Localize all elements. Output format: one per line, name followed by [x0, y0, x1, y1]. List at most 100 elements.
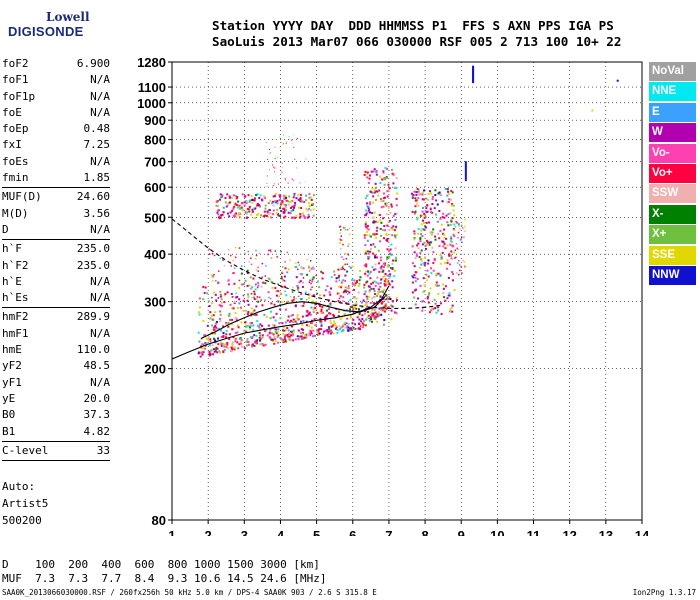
echo-point	[274, 167, 276, 169]
echo-point	[343, 268, 346, 271]
echo-point	[291, 143, 293, 145]
echo-point	[287, 329, 290, 332]
echo-point	[344, 280, 347, 282]
echo-point	[438, 273, 441, 276]
echo-point	[273, 335, 276, 338]
param-row: fmin 1.85	[2, 170, 110, 186]
echo-point	[347, 302, 350, 305]
echo-point	[251, 201, 254, 204]
echo-point	[472, 73, 475, 76]
echo-point	[238, 212, 241, 215]
echo-point	[217, 209, 220, 212]
echo-point	[232, 207, 235, 210]
echo-point	[234, 316, 237, 319]
echo-point	[230, 196, 233, 199]
echo-point	[425, 197, 428, 200]
echo-point	[472, 81, 475, 84]
echo-point	[208, 354, 211, 357]
echo-point	[429, 192, 432, 195]
echo-point	[280, 275, 283, 278]
echo-point	[320, 324, 323, 327]
echo-point	[250, 257, 252, 259]
echo-point	[342, 300, 344, 302]
param-value: N/A	[90, 222, 110, 236]
echo-point	[213, 339, 216, 342]
echo-point	[411, 262, 414, 265]
echo-point	[234, 338, 237, 341]
echo-point	[345, 257, 348, 260]
echo-point	[240, 342, 243, 345]
x-tick-label: 11	[527, 528, 541, 536]
echo-point	[253, 217, 256, 220]
echo-point	[391, 305, 394, 308]
echo-point	[368, 316, 371, 319]
echo-point	[419, 284, 422, 287]
echo-point	[383, 282, 386, 285]
echo-point	[365, 300, 368, 303]
echo-point	[385, 213, 388, 216]
echo-point	[360, 301, 363, 304]
echo-point	[268, 209, 271, 212]
echo-point	[417, 193, 420, 196]
echo-point	[206, 324, 209, 327]
echo-point	[253, 197, 256, 200]
echo-point	[311, 286, 313, 288]
echo-point	[373, 308, 376, 311]
echo-point	[429, 211, 432, 214]
echo-point	[289, 212, 292, 215]
echo-point	[439, 229, 442, 232]
echo-point	[218, 217, 221, 220]
echo-point	[377, 282, 380, 285]
echo-point	[256, 204, 259, 207]
echo-point	[268, 296, 270, 299]
echo-point	[247, 295, 250, 298]
echo-point	[330, 325, 333, 328]
echo-point	[272, 209, 275, 212]
echo-point	[272, 166, 274, 168]
echo-point	[444, 247, 447, 250]
echo-point	[420, 249, 423, 252]
echo-point	[299, 331, 302, 334]
echo-point	[386, 238, 389, 241]
echo-point	[424, 225, 427, 228]
legend-item-e: E	[649, 102, 696, 122]
echo-point	[217, 337, 220, 340]
echo-point	[439, 274, 442, 277]
echo-point	[250, 213, 253, 216]
echo-point	[254, 340, 257, 343]
echo-point	[274, 337, 277, 340]
echo-point	[461, 241, 463, 243]
echo-point	[450, 236, 453, 239]
echo-point	[274, 201, 277, 204]
echo-point	[443, 228, 446, 231]
echo-point	[316, 292, 318, 295]
echo-point	[394, 234, 397, 237]
echo-point	[320, 270, 323, 273]
echo-point	[228, 215, 231, 218]
echo-point	[450, 219, 453, 222]
echo-point	[343, 291, 345, 294]
echo-point	[281, 338, 284, 341]
legend-item-noval: NoVal	[649, 62, 696, 81]
echo-point	[372, 268, 375, 271]
echo-point	[344, 321, 347, 324]
echo-point	[430, 272, 433, 275]
echo-point	[359, 325, 362, 328]
echo-point	[358, 282, 361, 285]
echo-point	[372, 296, 375, 299]
echo-point	[247, 341, 250, 344]
echo-point	[369, 211, 372, 214]
echo-point	[429, 208, 432, 211]
echo-point	[224, 197, 227, 200]
echo-point	[198, 297, 201, 300]
echo-point	[292, 329, 295, 332]
echo-point	[219, 341, 222, 344]
echo-point	[438, 244, 441, 247]
echo-point	[417, 247, 420, 250]
echo-point	[417, 190, 420, 193]
echo-point	[338, 274, 341, 277]
echo-point	[385, 234, 388, 237]
echo-point	[395, 312, 398, 315]
echo-point	[366, 171, 369, 174]
echo-point	[355, 302, 358, 305]
